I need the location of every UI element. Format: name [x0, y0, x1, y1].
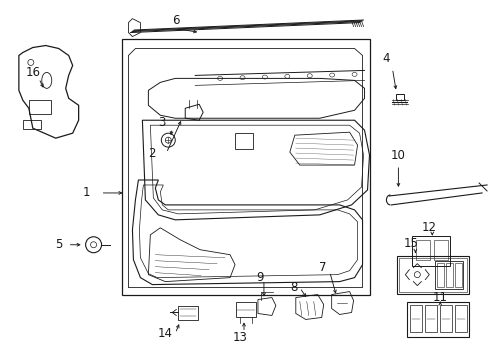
Text: 15: 15	[403, 237, 418, 250]
Text: 4: 4	[382, 52, 389, 65]
Text: 14: 14	[158, 327, 172, 340]
Text: 12: 12	[421, 221, 436, 234]
Bar	[23, 120, 41, 129]
Text: 6: 6	[172, 14, 180, 27]
Bar	[415, 240, 429, 260]
Bar	[178, 306, 198, 320]
Text: 13: 13	[232, 331, 247, 344]
Text: 7: 7	[318, 261, 326, 274]
Bar	[411, 236, 449, 266]
Bar	[397, 256, 468, 293]
Text: 10: 10	[390, 149, 405, 162]
Bar	[236, 302, 255, 318]
Bar	[29, 100, 51, 114]
Bar	[409, 305, 422, 332]
Bar	[425, 305, 436, 332]
Bar	[433, 240, 447, 260]
Bar	[235, 133, 252, 149]
Text: 9: 9	[256, 271, 263, 284]
Bar	[436, 263, 443, 287]
Text: 3: 3	[158, 116, 165, 129]
Bar	[439, 305, 451, 332]
Text: 5: 5	[55, 238, 62, 251]
Bar	[399, 258, 466, 292]
Text: 2: 2	[148, 147, 156, 159]
Bar	[454, 263, 461, 287]
Bar	[454, 305, 466, 332]
Text: 16: 16	[25, 66, 40, 79]
Text: 11: 11	[432, 291, 447, 304]
Bar	[434, 261, 462, 289]
Bar	[446, 263, 452, 287]
Bar	[396, 94, 404, 100]
Bar	[407, 302, 468, 337]
Text: 1: 1	[82, 186, 90, 199]
Text: 8: 8	[289, 281, 297, 294]
